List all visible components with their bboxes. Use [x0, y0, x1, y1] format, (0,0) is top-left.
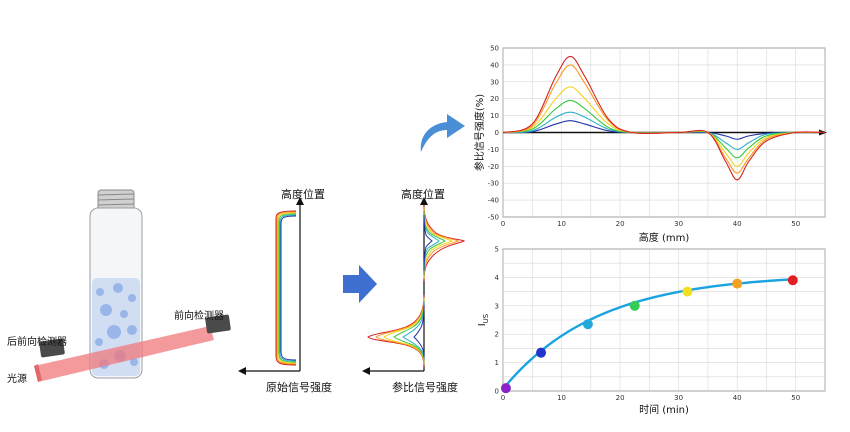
- bottom-data-point: [536, 347, 547, 358]
- top-series-line: [502, 55, 826, 181]
- raw-x-axis-label: 原始信号强度: [266, 381, 332, 394]
- top-y-tick: -40: [488, 197, 499, 205]
- front-detector: [205, 314, 231, 334]
- rear-detector: [39, 338, 65, 358]
- delta-profile-drawing: [362, 197, 466, 375]
- top-x-tick: 0: [501, 220, 505, 228]
- bottom-x-tick: 10: [557, 394, 566, 402]
- raw-y-axis-label: 高度位置: [281, 188, 325, 201]
- bottom-x-tick: 50: [791, 394, 800, 402]
- top-x-tick: 40: [733, 220, 742, 228]
- top-y-tick: -30: [488, 180, 499, 188]
- top-x-tick: 30: [674, 220, 683, 228]
- bottom-y-label-sub: US: [482, 313, 490, 323]
- top-y-tick: 30: [490, 78, 499, 86]
- delta-profile-panel: [360, 195, 470, 380]
- bottom-data-point: [582, 319, 593, 330]
- raw-profile-panel: [236, 195, 326, 380]
- delta-x-axis-label: 参比信号强度: [392, 381, 458, 394]
- delta-curves: [367, 204, 466, 368]
- bottom-data-point: [732, 278, 743, 289]
- top-y-tick: 10: [490, 112, 499, 120]
- bottom-x-axis-label: 时间 (min): [639, 403, 689, 416]
- bottom-x-tick: 20: [616, 394, 625, 402]
- bottom-chart: 5 4 3 2 1 0 0 10 20 30 40 50 时间 (min) IUS: [473, 243, 833, 418]
- top-x-tick: 20: [616, 220, 625, 228]
- raw-curves: [275, 210, 297, 366]
- top-x-tick: 10: [557, 220, 566, 228]
- bottom-y-tick: 5: [495, 246, 499, 254]
- curved-arrow-icon: [420, 114, 465, 152]
- bottom-x-tick: 30: [674, 394, 683, 402]
- light-source-label: 光源: [7, 374, 27, 385]
- top-y-tick: 0: [495, 129, 499, 137]
- top-y-tick: -10: [488, 146, 499, 154]
- bottom-data-point: [500, 383, 511, 394]
- raw-profile-drawing: [238, 197, 304, 375]
- process-arrow-icon: [343, 265, 377, 303]
- front-detector-label: 前向检测器: [174, 311, 224, 322]
- top-y-tick: 20: [490, 95, 499, 103]
- top-chart: 50 40 30 20 10 0 -10 -20 -30 -40 -50 0 10 20 30 40 50 高度 …: [473, 40, 833, 245]
- light-beam: [34, 326, 214, 382]
- top-y-tick: -20: [488, 163, 499, 171]
- instrument-illustration: [0, 180, 250, 410]
- bottom-y-tick: 0: [495, 388, 499, 396]
- bottom-y-tick: 3: [495, 302, 499, 310]
- rear-detector-label: 后前向检测器: [7, 337, 67, 348]
- bottom-y-tick: 4: [495, 274, 500, 282]
- bottom-data-point: [629, 300, 640, 311]
- bottom-x-tick: 40: [733, 394, 742, 402]
- bottom-fit-curve: [505, 277, 796, 387]
- top-x-axis-label: 高度 (mm): [639, 231, 690, 244]
- bottom-y-axis-label: IUS: [477, 313, 490, 326]
- top-y-tick: 50: [490, 45, 499, 53]
- instrument-drawing: [34, 189, 231, 382]
- bottom-y-tick: 2: [495, 331, 499, 339]
- delta-y-axis-label: 高度位置: [401, 188, 445, 201]
- bottom-data-point: [682, 286, 693, 297]
- top-y-tick: 40: [490, 61, 499, 69]
- bottom-y-tick: 1: [495, 359, 499, 367]
- top-y-axis-label: 参比信号强度(%): [473, 94, 486, 171]
- top-x-tick: 50: [791, 220, 800, 228]
- bottom-y-label-main: I: [477, 323, 488, 326]
- bottom-data-point: [787, 275, 798, 286]
- top-y-tick: -50: [488, 214, 499, 222]
- bottom-x-tick: 0: [501, 394, 505, 402]
